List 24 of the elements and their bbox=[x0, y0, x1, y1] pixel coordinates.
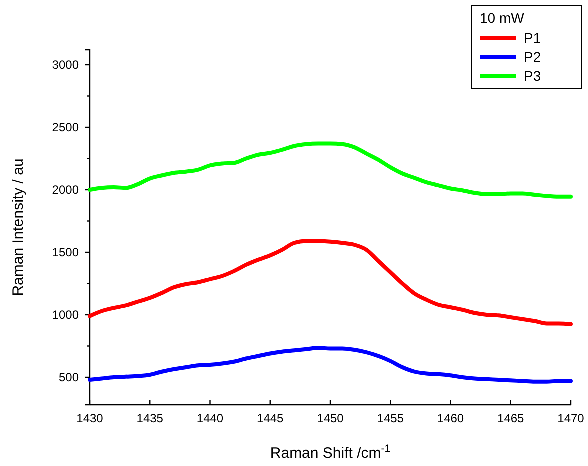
x-tick-label: 1435 bbox=[136, 412, 164, 426]
y-tick-label: 2500 bbox=[52, 120, 80, 134]
y-tick-label: 500 bbox=[58, 370, 80, 384]
x-tick-label: 1455 bbox=[377, 412, 404, 426]
line-series bbox=[88, 346, 573, 384]
x-tick-label: 1450 bbox=[317, 412, 344, 426]
x-tick-label: 1430 bbox=[76, 412, 104, 426]
x-tick-label: 1470 bbox=[558, 412, 585, 426]
y-axis-title: Raman Intensity / au bbox=[10, 158, 27, 296]
x-tick-label: 1460 bbox=[437, 412, 464, 426]
legend-label: P1 bbox=[524, 30, 542, 46]
y-tick-label: 3000 bbox=[52, 58, 80, 72]
x-tick-label: 1440 bbox=[196, 412, 224, 426]
y-tick-label: 1500 bbox=[52, 245, 80, 260]
legend-label: P3 bbox=[524, 68, 542, 84]
y-tick-label: 2000 bbox=[52, 182, 80, 197]
y-tick-label: 1000 bbox=[52, 308, 80, 322]
legend-title: 10 mW bbox=[480, 10, 526, 26]
line-series bbox=[88, 239, 573, 326]
x-tick-label: 1445 bbox=[257, 412, 284, 426]
x-tick-label: 1465 bbox=[498, 412, 525, 426]
x-axis-title: Raman Shift /cm$^{-1}$ bbox=[270, 443, 391, 462]
line-series bbox=[88, 142, 573, 199]
legend-label: P2 bbox=[524, 49, 542, 65]
